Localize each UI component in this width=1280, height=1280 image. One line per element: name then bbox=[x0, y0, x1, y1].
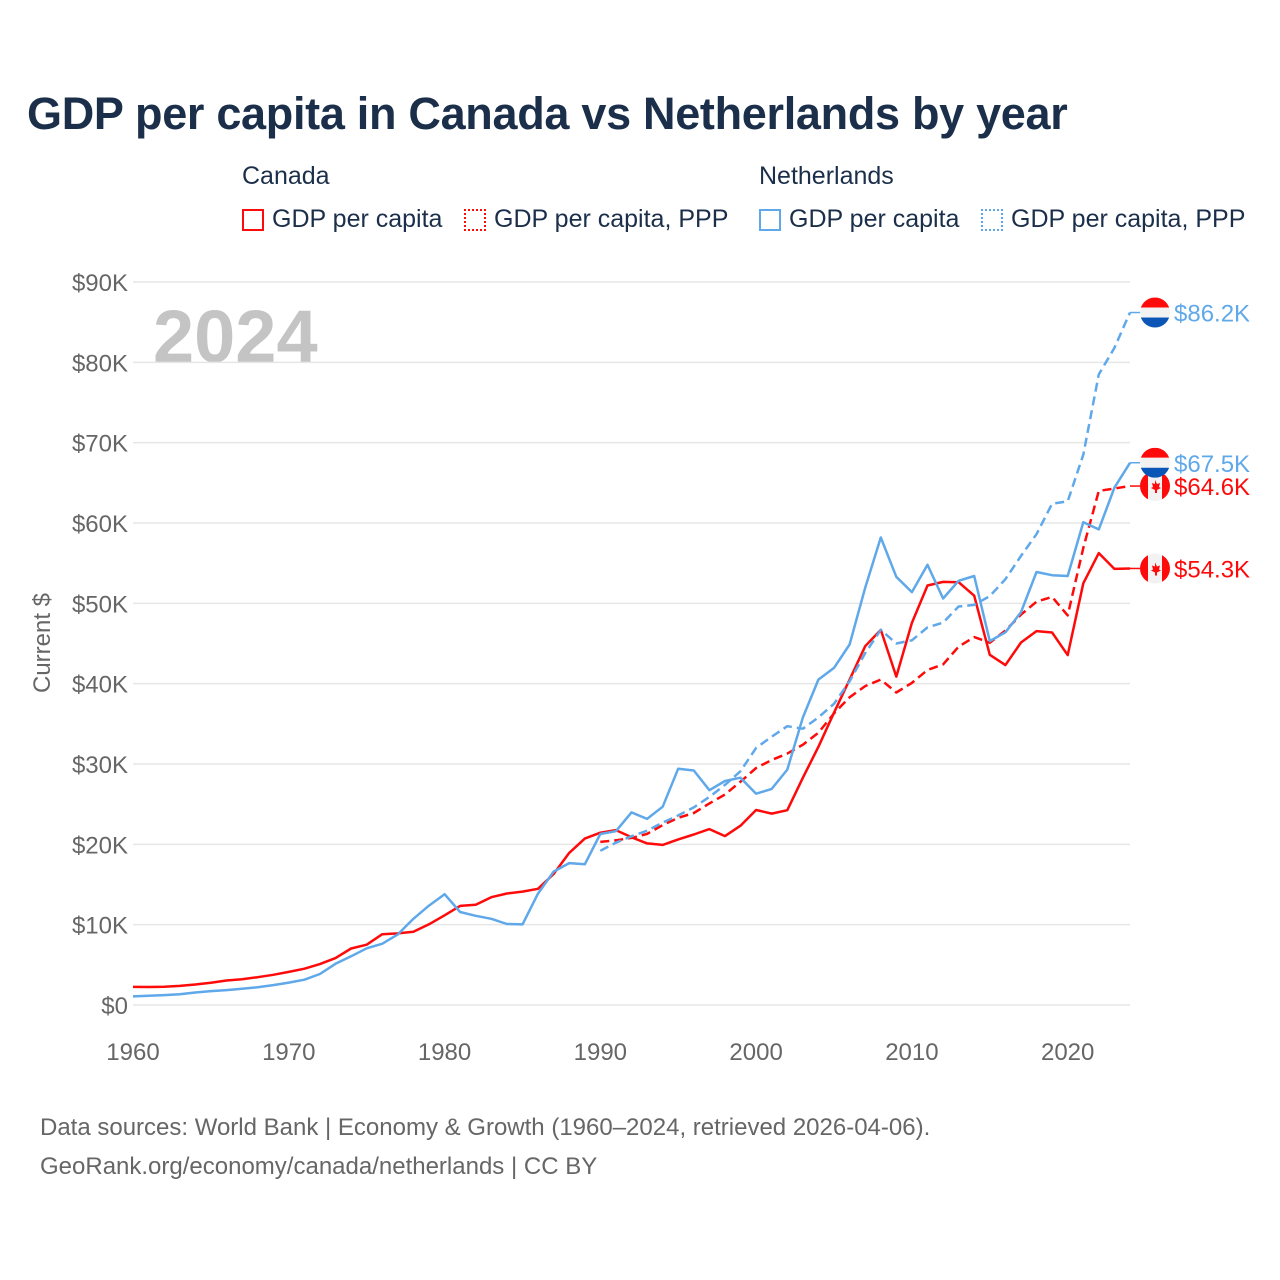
y-tick-label: $0 bbox=[101, 993, 128, 1020]
x-tick-label: 2020 bbox=[1041, 1039, 1094, 1066]
legend-label: GDP per capita bbox=[789, 205, 960, 233]
footer: Data sources: World Bank | Economy & Gro… bbox=[40, 1108, 930, 1186]
x-tick-label: 1970 bbox=[262, 1039, 315, 1066]
legend-label: GDP per capita, PPP bbox=[1011, 205, 1246, 233]
y-tick-label: $80K bbox=[72, 350, 128, 377]
chart-title: GDP per capita in Canada vs Netherlands … bbox=[27, 88, 1068, 139]
series-line-canada-gdp-per-capita-ppp bbox=[600, 484, 1131, 844]
y-tick-label: $30K bbox=[72, 752, 128, 779]
dotted-swatch-icon bbox=[981, 208, 1003, 231]
legend-label: GDP per capita, PPP bbox=[494, 205, 729, 233]
y-tick-label: $90K bbox=[72, 270, 128, 297]
y-tick-label: $70K bbox=[72, 431, 128, 458]
x-tick-label: 1980 bbox=[418, 1039, 471, 1066]
solid-swatch-icon bbox=[242, 208, 264, 231]
netherlands-flag-icon bbox=[1140, 297, 1170, 328]
legend-label: GDP per capita bbox=[272, 205, 443, 233]
y-tick-label: $40K bbox=[72, 672, 128, 699]
legend-canada-gdp-ppp[interactable]: GDP per capita, PPP bbox=[464, 205, 728, 234]
source-link[interactable]: GeoRank.org/economy/canada/netherlands |… bbox=[40, 1153, 598, 1180]
solid-swatch-icon bbox=[759, 208, 781, 231]
dotted-swatch-icon bbox=[464, 208, 486, 231]
legend-netherlands-gdp[interactable]: GDP per capita bbox=[759, 205, 959, 234]
legend-group-netherlands: Netherlands bbox=[759, 162, 894, 190]
series-line-canada-gdp-per-capita bbox=[132, 551, 1131, 989]
y-tick-label: $50K bbox=[72, 591, 128, 618]
series-line-netherlands-gdp-per-capita-ppp bbox=[599, 311, 1132, 852]
legend-netherlands-gdp-ppp[interactable]: GDP per capita, PPP bbox=[981, 205, 1245, 234]
x-tick-label: 1990 bbox=[574, 1039, 627, 1066]
y-axis-label: Current $ bbox=[29, 593, 56, 693]
y-tick-label: $10K bbox=[72, 913, 128, 940]
legend-canada-gdp[interactable]: GDP per capita bbox=[242, 205, 442, 234]
y-tick-label: $20K bbox=[72, 832, 128, 859]
end-value-label: $64.6K bbox=[1174, 474, 1250, 501]
netherlands-flag-icon bbox=[1140, 447, 1170, 478]
series-line-netherlands-gdp-per-capita bbox=[132, 462, 1132, 998]
canada-flag-icon bbox=[1140, 553, 1170, 584]
canada-flag-icon bbox=[1140, 471, 1170, 502]
x-tick-label: 2010 bbox=[885, 1039, 938, 1066]
current-year-label: 2024 bbox=[153, 295, 318, 378]
data-source-text: Data sources: World Bank | Economy & Gro… bbox=[40, 1114, 931, 1141]
x-tick-label: 1960 bbox=[106, 1039, 159, 1066]
y-tick-label: $60K bbox=[72, 511, 128, 538]
end-value-label: $86.2K bbox=[1174, 301, 1250, 328]
x-tick-label: 2000 bbox=[729, 1039, 782, 1066]
legend-group-canada: Canada bbox=[242, 162, 330, 190]
end-value-label: $67.5K bbox=[1174, 451, 1250, 478]
end-value-label: $54.3K bbox=[1174, 556, 1250, 583]
